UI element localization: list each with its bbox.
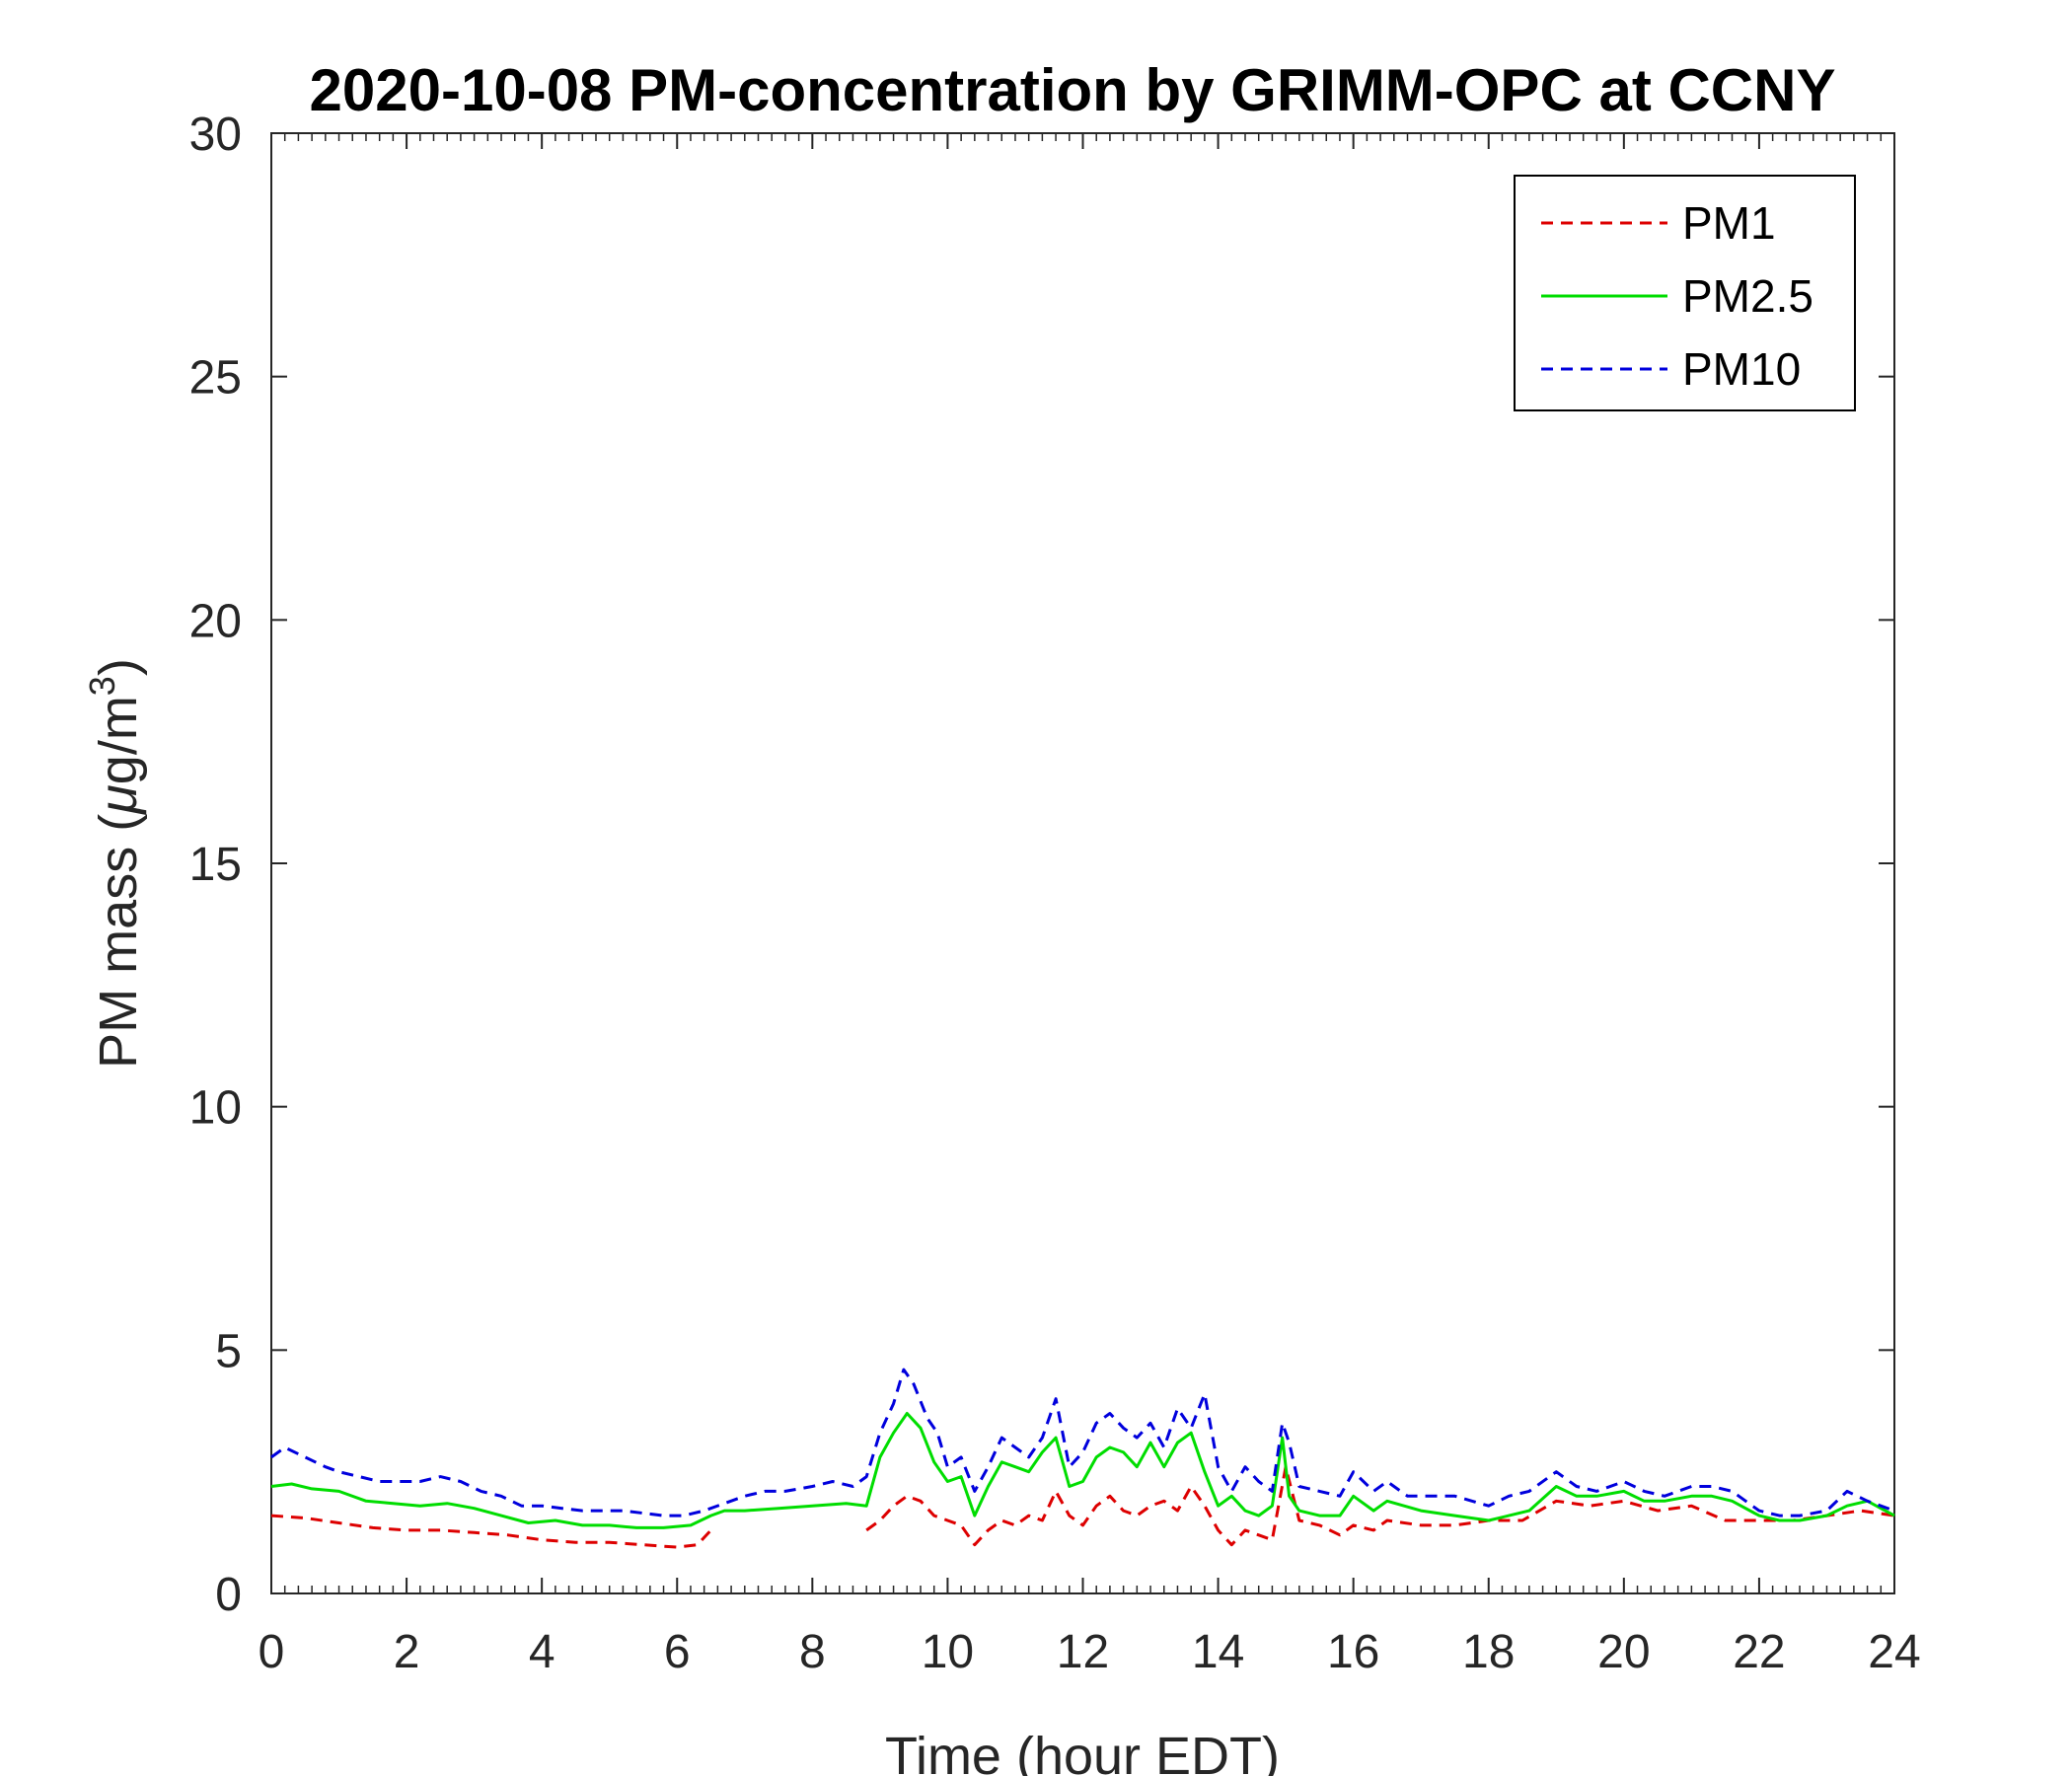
y-axis-label-greek: μ [89,784,148,816]
y-tick-label: 20 [189,595,242,647]
x-tick-label: 24 [1868,1626,1920,1678]
y-tick-label: 0 [215,1569,242,1621]
major-ticks [270,132,1895,1594]
x-tick-label: 10 [922,1626,974,1678]
legend-label: PM10 [1682,343,1801,395]
chart-title: 2020-10-08 PM-concentration by GRIMM-OPC… [310,57,1836,123]
x-tick-label: 20 [1597,1626,1650,1678]
series-line-pm2-5 [270,1412,1895,1529]
x-tick-label: 22 [1733,1626,1785,1678]
x-tick-label: 8 [799,1626,826,1678]
legend-label: PM2.5 [1682,270,1813,322]
minor-ticks [270,133,1895,1593]
y-axis-label-unit: g/m [89,696,148,784]
legend-box [1514,175,1856,411]
y-tick-label: 25 [189,352,242,405]
x-tick-label: 4 [529,1626,555,1678]
y-axis-label: PM mass (μg/m3) [82,658,148,1069]
y-tick-label: 30 [189,109,242,161]
series-lines [270,1368,1895,1549]
x-tick-labels: 0 2 4 6 8 10 12 14 16 18 20 22 24 [259,1626,1921,1678]
x-tick-label: 14 [1192,1626,1244,1678]
y-tick-label: 15 [189,839,242,891]
x-tick-label: 12 [1057,1626,1109,1678]
legend-label: PM1 [1682,197,1776,249]
y-axis-label-suffix: ) [89,658,148,676]
x-tick-label: 16 [1327,1626,1379,1678]
series-line-pm1 [865,1465,1895,1547]
x-tick-label: 0 [259,1626,285,1678]
series-line-pm1 [270,1514,712,1549]
y-tick-label: 5 [215,1325,242,1377]
y-axis-label-prefix: PM mass ( [89,814,148,1069]
x-tick-label: 18 [1462,1626,1515,1678]
y-tick-label: 10 [189,1082,242,1135]
legend: PM1 PM2.5 PM10 [1514,175,1856,411]
x-tick-label: 6 [664,1626,691,1678]
x-axis-label: Time (hour EDT) [885,1727,1280,1776]
y-axis-label-superscript: 3 [82,676,122,696]
y-tick-labels: 0 5 10 15 20 25 30 [189,109,242,1621]
x-tick-label: 2 [394,1626,420,1678]
series-line-pm10 [270,1368,1895,1517]
